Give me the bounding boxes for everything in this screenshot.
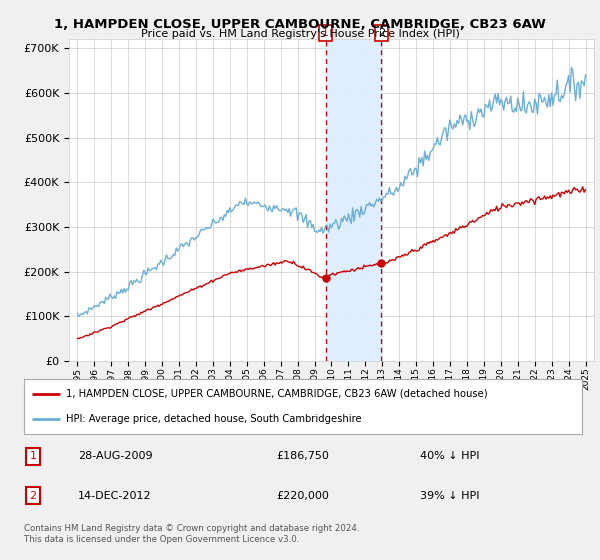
Text: 1, HAMPDEN CLOSE, UPPER CAMBOURNE, CAMBRIDGE, CB23 6AW: 1, HAMPDEN CLOSE, UPPER CAMBOURNE, CAMBR… [54, 18, 546, 31]
Text: 2: 2 [29, 491, 37, 501]
Text: 14-DEC-2012: 14-DEC-2012 [78, 491, 152, 501]
Text: £220,000: £220,000 [276, 491, 329, 501]
Text: 40% ↓ HPI: 40% ↓ HPI [420, 451, 479, 461]
Text: £186,750: £186,750 [276, 451, 329, 461]
Text: HPI: Average price, detached house, South Cambridgeshire: HPI: Average price, detached house, Sout… [66, 414, 361, 424]
Text: 2: 2 [378, 28, 385, 38]
Text: 1, HAMPDEN CLOSE, UPPER CAMBOURNE, CAMBRIDGE, CB23 6AW (detached house): 1, HAMPDEN CLOSE, UPPER CAMBOURNE, CAMBR… [66, 389, 487, 399]
Text: 39% ↓ HPI: 39% ↓ HPI [420, 491, 479, 501]
Text: 28-AUG-2009: 28-AUG-2009 [78, 451, 152, 461]
Text: Price paid vs. HM Land Registry's House Price Index (HPI): Price paid vs. HM Land Registry's House … [140, 29, 460, 39]
Bar [326, 39, 382, 361]
Text: 1: 1 [322, 28, 329, 38]
Text: Contains HM Land Registry data © Crown copyright and database right 2024.
This d: Contains HM Land Registry data © Crown c… [24, 524, 359, 544]
Text: 1: 1 [29, 451, 37, 461]
